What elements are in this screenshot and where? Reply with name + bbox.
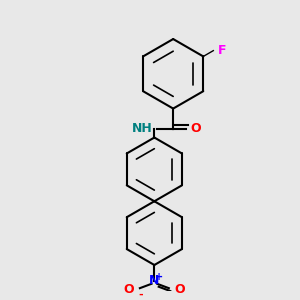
Text: NH: NH [132, 122, 153, 135]
Text: O: O [190, 122, 201, 135]
Text: F: F [218, 44, 226, 57]
Text: O: O [175, 283, 185, 296]
Text: +: + [155, 272, 164, 282]
Text: O: O [123, 283, 134, 296]
Text: -: - [138, 289, 143, 299]
Text: N: N [149, 274, 160, 287]
